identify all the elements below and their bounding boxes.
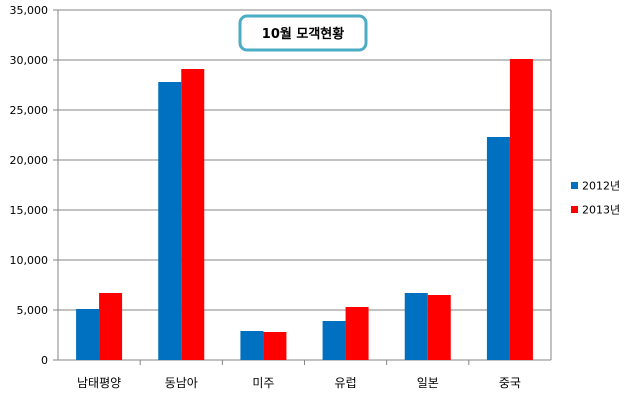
y-tick-label: 25,000 [10,104,49,117]
bar-series-1 [158,82,182,360]
bars [76,59,533,360]
y-tick-label: 10,000 [10,254,49,267]
legend: 2012년 2013년 [571,180,620,217]
chart-title-box: 10월 모객현황 [238,14,368,52]
legend-swatch [571,182,578,189]
bar-series-1 [486,137,510,360]
legend-label: 2012년 [582,180,620,193]
bar-series-2 [345,307,369,360]
legend-label: 2013년 [582,204,620,217]
y-tick-label: 0 [41,354,48,367]
bar-series-2 [181,69,205,360]
x-tick-label: 중국 [499,376,521,390]
x-tick-label: 남태평양 [77,376,121,390]
x-tick-label: 동남아 [165,376,198,390]
y-tick-label: 20,000 [10,154,49,167]
legend-swatch [571,206,578,213]
x-tick-labels: 남태평양 동남아 미주 유럽 일본 중국 [77,376,521,390]
bar-series-1 [322,321,346,360]
bar-series-2 [427,295,451,360]
y-tick-label: 35,000 [10,4,49,17]
chart-title: 10월 모객현황 [262,26,344,42]
y-tick-label: 5,000 [17,304,49,317]
bar-series-2 [509,59,533,360]
x-tick-label: 미주 [252,376,274,390]
x-tick-label: 유럽 [335,376,357,390]
y-tick-labels: 0 5,000 10,000 15,000 20,000 25,000 30,000 35,0… [10,4,49,367]
chart-title-frame [238,14,368,52]
axes [57,10,552,365]
bar-series-1 [76,309,100,360]
y-tick-label: 15,000 [10,204,49,217]
bar-series-2 [99,293,123,360]
bar-series-2 [263,332,287,360]
y-tick-label: 30,000 [10,54,49,67]
gridlines [53,9,551,361]
bar-series-1 [240,331,264,360]
x-tick-label: 일본 [417,376,439,390]
bar-series-1 [404,293,428,360]
